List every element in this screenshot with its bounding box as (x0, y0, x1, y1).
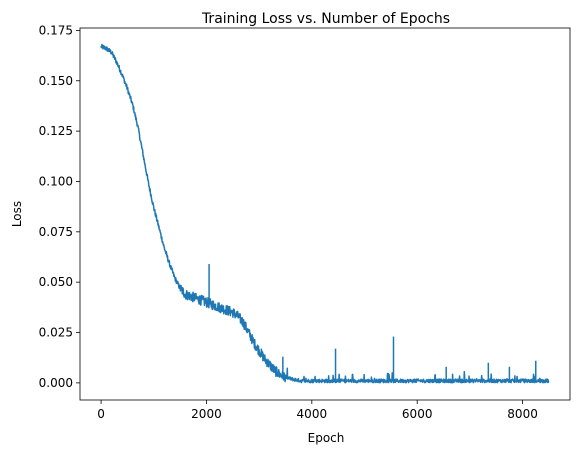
y-tick-label: 0.150 (39, 74, 73, 88)
x-tick-label: 4000 (297, 407, 328, 421)
loss-series-line (100, 43, 550, 384)
chart-title: Training Loss vs. Number of Epochs (201, 11, 450, 27)
y-axis-label: Loss (10, 201, 24, 227)
y-tick-label: 0.100 (39, 174, 73, 188)
y-tick-label: 0.000 (39, 376, 73, 390)
x-axis: 0 2000 4000 6000 8000 (97, 400, 538, 421)
y-tick-label: 0.075 (39, 225, 73, 239)
y-axis: 0.000 0.025 0.050 0.075 0.100 0.125 0.150 0.175 (39, 23, 80, 390)
x-tick-label: 2000 (191, 407, 222, 421)
y-tick-label: 0.025 (39, 326, 73, 340)
y-tick-label: 0.175 (39, 23, 73, 37)
plot-area (100, 43, 550, 384)
x-tick-label: 6000 (402, 407, 433, 421)
y-tick-label: 0.050 (39, 275, 73, 289)
y-tick-label: 0.125 (39, 124, 73, 138)
x-axis-label: Epoch (308, 431, 345, 445)
axes-frame (79, 27, 571, 401)
x-tick-label: 8000 (507, 407, 538, 421)
x-tick-label: 0 (97, 407, 105, 421)
